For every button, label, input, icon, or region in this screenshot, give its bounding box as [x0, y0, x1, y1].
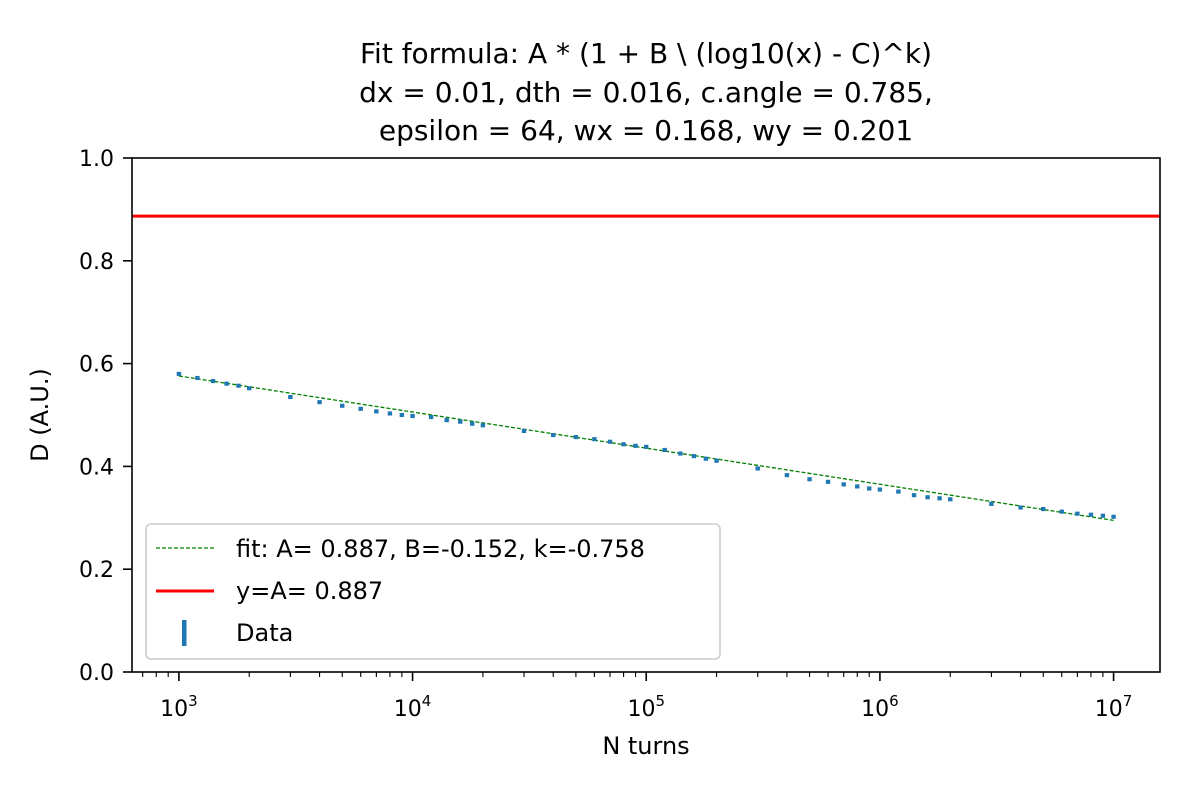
data-point — [551, 432, 556, 438]
data-point — [444, 418, 449, 423]
x-tick-label: 103 — [160, 692, 198, 722]
data-point — [784, 473, 790, 478]
data-point — [1041, 507, 1046, 512]
data-point — [755, 466, 760, 471]
data-point — [1100, 513, 1106, 518]
x-tick-base: 10 — [861, 697, 889, 722]
data-point — [340, 403, 345, 408]
data-point — [387, 411, 393, 416]
data-point — [288, 394, 293, 400]
data-point — [247, 386, 252, 391]
data-point — [374, 409, 379, 414]
data-point — [521, 428, 527, 433]
y-axis-label: D (A.U.) — [26, 368, 54, 462]
data-point — [644, 444, 649, 449]
y-axis: 0.0 0.2 0.4 0.6 0.8 1.0 — [79, 147, 132, 686]
x-tick-exponent: 6 — [889, 692, 899, 710]
y-tick-label: 0.8 — [79, 250, 114, 275]
data-point — [948, 497, 953, 502]
data-point — [410, 413, 415, 419]
data-point — [1111, 514, 1116, 519]
data-point — [691, 454, 697, 459]
data-point — [703, 456, 709, 461]
chart-title: Fit formula: A * (1 + B \ (log10(x) - C)… — [359, 37, 933, 147]
data-point — [989, 501, 994, 506]
data-point — [573, 435, 579, 440]
data-point — [937, 496, 942, 501]
data-point — [678, 451, 683, 456]
data-point — [925, 495, 930, 500]
x-axis-label: N turns — [602, 732, 689, 760]
chart-title-line-3: epsilon = 64, wx = 0.168, wy = 0.201 — [379, 114, 913, 147]
x-tick-base: 10 — [394, 697, 422, 722]
x-tick-label: 105 — [627, 692, 665, 722]
x-tick-base: 10 — [160, 697, 188, 722]
y-tick-label: 0.2 — [79, 558, 114, 583]
data-point — [714, 458, 719, 463]
data-point — [428, 415, 434, 420]
x-tick-exponent: 4 — [422, 692, 432, 710]
data-point — [458, 419, 463, 424]
x-tick-label: 104 — [394, 692, 432, 722]
legend-asymptote-label: y=A= 0.887 — [236, 577, 383, 605]
data-point — [607, 439, 613, 444]
data-point — [480, 423, 486, 428]
legend-fit-label: fit: A= 0.887, B=-0.152, k=-0.758 — [236, 535, 645, 563]
data-point — [399, 412, 405, 418]
data-point — [807, 477, 812, 482]
data-point — [224, 381, 229, 386]
data-point — [911, 493, 917, 498]
data-point — [825, 479, 831, 484]
data-point — [210, 379, 216, 384]
data-point — [1018, 505, 1023, 510]
y-tick-label: 1.0 — [79, 147, 114, 172]
data-point — [1059, 509, 1064, 514]
x-tick-exponent: 5 — [655, 692, 665, 710]
x-tick-base: 10 — [627, 697, 655, 722]
y-tick-label: 0.0 — [79, 661, 114, 686]
data-point — [317, 400, 322, 405]
data-point — [621, 442, 626, 447]
data-point — [662, 447, 667, 453]
y-tick-label: 0.6 — [79, 353, 114, 378]
legend-frame — [145, 523, 721, 660]
data-point — [877, 487, 883, 492]
plot-area — [132, 214, 1160, 522]
legend: fit: A= 0.887, B=-0.152, k=-0.758 y=A= 0… — [145, 523, 721, 660]
data-point — [176, 371, 182, 376]
x-tick-exponent: 3 — [188, 692, 198, 710]
legend-data-marker — [182, 620, 187, 646]
data-point — [841, 482, 846, 487]
data-point — [470, 421, 475, 426]
data-point — [592, 437, 597, 442]
x-tick-base: 10 — [1095, 697, 1123, 722]
x-tick-label: 106 — [861, 692, 899, 722]
y-tick-label: 0.4 — [79, 455, 114, 480]
data-point — [236, 383, 241, 388]
data-point — [633, 443, 638, 448]
data-point — [1075, 511, 1080, 516]
data-point — [1088, 512, 1094, 517]
data-point — [195, 375, 200, 381]
fit-line — [178, 375, 1114, 522]
chart-title-line-1: Fit formula: A * (1 + B \ (log10(x) - C)… — [360, 37, 932, 70]
data-point — [867, 486, 872, 491]
chart-title-line-2: dx = 0.01, dth = 0.016, c.angle = 0.785, — [359, 76, 933, 109]
data-point — [896, 489, 901, 494]
x-tick-exponent: 7 — [1123, 692, 1133, 710]
legend-data-label: Data — [236, 619, 293, 647]
data-point — [358, 406, 363, 411]
data-point — [855, 484, 860, 489]
x-tick-label: 107 — [1095, 692, 1133, 722]
x-axis: 103 104 105 106 107 — [142, 672, 1133, 722]
